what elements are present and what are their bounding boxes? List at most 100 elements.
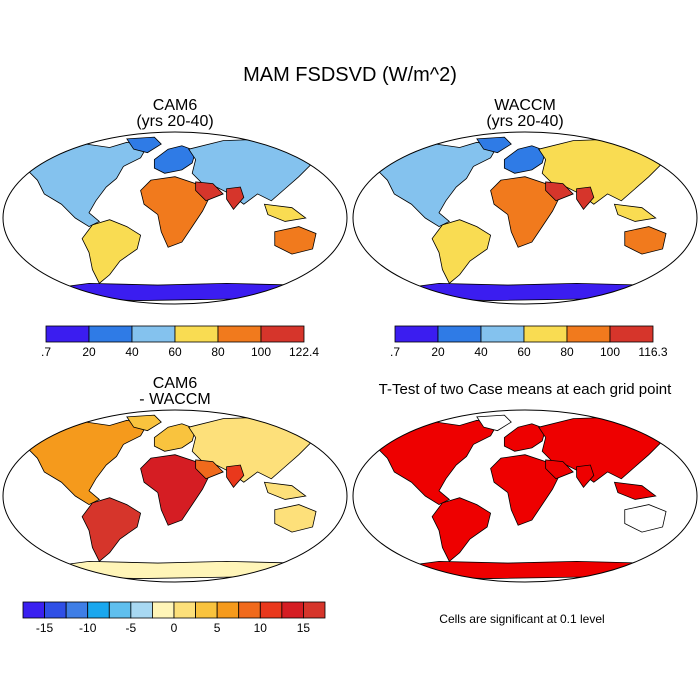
colorbar-tick-label: 20 [431,345,445,359]
continent-india [577,187,594,209]
colorbar-tick-label: 80 [560,345,574,359]
continent-seasia [264,204,305,221]
continent-samerica [82,220,140,284]
colorbar-tick-label: 5 [214,621,221,635]
panel-1-title: CAM6 (yrs 20-40) [15,98,335,130]
continent-arabia [546,460,574,479]
colorbar-swatch [303,601,326,619]
continent-india [577,465,594,487]
continent-seasia [264,482,305,499]
colorbar-swatch [65,601,89,619]
panel-2-title: WACCM (yrs 20-40) [365,98,685,130]
colorbar-swatch [260,325,305,343]
map-panel-3 [2,409,348,583]
panel-3-title: CAM6 - WACCM [15,376,335,408]
continent-europe [504,424,545,452]
colorbar-swatch [480,325,525,343]
panel-1-title-line2: (yrs 20-40) [136,113,214,130]
continent-india [227,187,244,209]
panel-1-title-line1: CAM6 [152,97,198,114]
colorbar-swatch [566,325,611,343]
colorbar-swatch [174,325,219,343]
colorbar-tick-label: 100 [251,345,271,359]
colorbar-swatch [394,325,439,343]
colorbar-swatch [281,601,304,619]
colorbar-tick-label: .7 [41,345,51,359]
colorbar-tick-label: 40 [474,345,488,359]
colorbar-tick-label: 10 [254,621,268,635]
colorbar-1: .7 20 40 60 80 100 122.4 [41,325,319,359]
continent-greenland [127,137,161,152]
continent-arabia [196,182,224,201]
colorbar-swatch [609,325,654,343]
continent-namerica [13,142,147,226]
land-layer [13,415,333,578]
continent-seasia [614,204,655,221]
colorbar-swatch [195,601,218,619]
map-border [2,409,348,583]
colorbar-swatch [238,601,261,619]
colorbar-swatch [437,325,482,343]
map-border [352,409,698,583]
panel-4-title: T-Test of two Case means at each grid po… [378,381,672,398]
continent-australia [275,227,316,255]
continent-seasia [614,482,655,499]
continent-australia [625,505,666,533]
figure-title: MAM FSDSVD (W/m^2) [243,64,457,86]
colorbar-swatch [259,601,283,619]
continent-india [227,465,244,487]
continent-europe [504,146,545,174]
continent-arabia [546,182,574,201]
continent-australia [625,227,666,255]
continent-greenland [477,137,511,152]
colorbar-swatch [130,601,153,619]
continent-namerica [363,420,497,504]
colorbar-swatch [173,601,196,619]
colorbar-swatch [131,325,176,343]
colorbar-swatch [108,601,132,619]
colorbar-swatch [217,325,262,343]
continent-namerica [13,420,147,504]
continent-greenland [127,415,161,430]
colorbar-tick-label: 60 [168,345,182,359]
colorbar-3: -15 -10 -5 0 5 10 15 [22,601,326,635]
colorbar-tick-label: 116.3 [638,345,667,359]
panel-2-title-line2: (yrs 20-40) [486,113,564,130]
significance-footnote: Cells are significant at 0.1 level [439,612,605,626]
colorbar-tick-label: 15 [297,621,311,635]
continent-samerica [432,498,490,562]
colorbar-tick-label: 122.4 [289,345,319,359]
colorbar-tick-label: 60 [517,345,531,359]
colorbar-swatch [216,601,240,619]
continent-namerica [363,142,497,226]
continent-greenland [477,415,511,430]
panel-2-title-line1: WACCM [494,97,556,114]
colorbar-swatch [22,601,45,619]
continent-arabia [196,460,224,479]
colorbar-tick-label: 80 [211,345,225,359]
colorbar-tick-label: -5 [126,621,137,635]
colorbar-tick-label: -10 [79,621,97,635]
colorbar-tick-label: 20 [82,345,96,359]
map-border [352,131,698,305]
colorbar-swatch [88,325,133,343]
colorbar-tick-label: .7 [390,345,400,359]
colorbar-swatch [87,601,110,619]
colorbar-swatch [44,601,67,619]
continent-europe [154,424,195,452]
panel-3-title-line2: - WACCM [139,391,211,408]
colorbar-swatch [45,325,90,343]
continent-europe [154,146,195,174]
colorbar-tick-label: 40 [125,345,139,359]
colorbar-tick-label: 0 [171,621,178,635]
colorbar-tick-label: -15 [36,621,54,635]
colorbar-tick-label: 100 [600,345,620,359]
continent-australia [275,505,316,533]
colorbar-swatch [523,325,568,343]
colorbar-swatch [152,601,175,619]
continent-samerica [82,498,140,562]
continent-samerica [432,220,490,284]
colorbar-2: .7 20 40 60 80 100 116.3 [390,325,668,359]
